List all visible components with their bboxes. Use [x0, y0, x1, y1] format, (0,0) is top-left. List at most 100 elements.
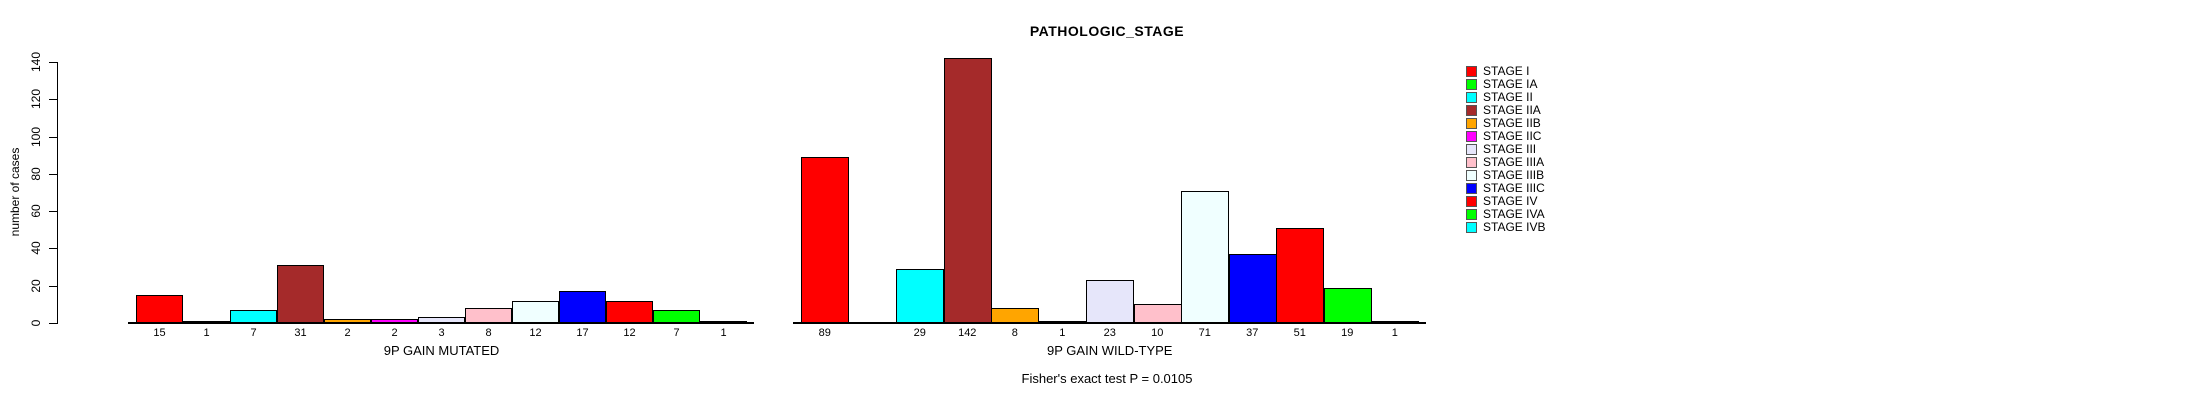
legend-swatch	[1466, 222, 1477, 233]
bar-value-label: 7	[250, 327, 257, 339]
legend-swatch	[1466, 209, 1477, 220]
bar-stage-iiia	[1134, 304, 1182, 323]
legend-item-label: STAGE IV	[1483, 194, 1538, 208]
legend-swatch	[1466, 118, 1477, 129]
bar-stage-iva	[653, 310, 700, 323]
legend-swatch	[1466, 196, 1477, 207]
bar-value-label: 7	[673, 327, 680, 339]
legend-swatch	[1466, 144, 1477, 155]
y-axis-tick	[49, 323, 57, 324]
bar-value-label: 2	[344, 327, 351, 339]
bar-stage-iic	[371, 319, 418, 323]
legend-item-label: STAGE II	[1483, 90, 1533, 104]
legend-item-label: STAGE IIB	[1483, 116, 1541, 130]
page-title: PATHOLOGIC_STAGE	[1029, 23, 1185, 39]
legend-swatch	[1466, 157, 1477, 168]
bar-value-label: 19	[1341, 327, 1354, 339]
legend-item-label: STAGE IA	[1483, 77, 1538, 91]
x-axis-group-label: 9P GAIN WILD-TYPE	[1047, 343, 1173, 358]
bar-stage-iiib	[512, 301, 559, 323]
bar-value-label: 1	[1391, 327, 1398, 339]
bar-stage-iiic	[1229, 254, 1277, 323]
legend-swatch	[1466, 79, 1477, 90]
bar-stage-iiia	[465, 308, 512, 323]
bar-stage-iic	[1039, 321, 1087, 323]
y-axis-tick-label: 0	[29, 319, 43, 327]
y-axis-tick	[49, 173, 57, 175]
y-axis-label: number of cases	[8, 147, 22, 237]
bar-stage-ii	[230, 310, 277, 323]
bar-value-label: 1	[1059, 327, 1066, 339]
legend-item-label: STAGE III	[1483, 142, 1537, 156]
x-axis-line	[793, 322, 1426, 324]
legend-item-label: STAGE IIIB	[1483, 168, 1545, 182]
legend-swatch	[1466, 92, 1477, 103]
bar-stage-i	[801, 157, 849, 323]
y-axis-tick	[49, 248, 57, 250]
bar-stage-iv	[606, 301, 653, 323]
bar-stage-iia	[277, 265, 324, 323]
y-axis-line	[57, 62, 58, 324]
bar-value-label: 10	[1151, 327, 1164, 339]
y-axis-tick-label: 140	[29, 51, 43, 73]
legend-swatch	[1466, 170, 1477, 181]
bar-stage-iiic	[559, 291, 606, 323]
legend-item-label: STAGE IIIC	[1483, 181, 1545, 195]
bar-value-label: 12	[529, 327, 542, 339]
bar-stage-iii	[1086, 280, 1134, 323]
bar-stage-iib	[324, 319, 371, 323]
legend-swatch	[1466, 66, 1477, 77]
y-axis-tick	[49, 136, 57, 138]
legend-swatch	[1466, 105, 1477, 116]
y-axis-tick-label: 20	[29, 279, 43, 293]
y-axis-tick-label: 100	[29, 126, 43, 147]
bar-value-label: 51	[1293, 327, 1306, 339]
bar-value-label: 142	[958, 327, 977, 339]
y-axis-tick	[49, 99, 57, 101]
bar-stage-iia	[944, 58, 992, 323]
y-axis-tick-label: 60	[29, 204, 43, 218]
legend-item-label: STAGE IIC	[1483, 129, 1542, 143]
bar-value-label: 17	[576, 327, 589, 339]
fisher-test-annotation: Fisher's exact test P = 0.0105	[1021, 371, 1193, 386]
legend-item-label: STAGE IVA	[1483, 207, 1545, 221]
y-axis-tick-label: 80	[29, 167, 43, 181]
bar-value-label: 89	[818, 327, 831, 339]
bar-value-label: 15	[153, 327, 166, 339]
bar-value-label: 1	[203, 327, 210, 339]
legend-item-label: STAGE IVB	[1483, 220, 1546, 234]
bar-stage-iva	[1324, 288, 1372, 323]
bar-stage-iiib	[1181, 191, 1229, 323]
y-axis-tick-label: 120	[29, 89, 43, 110]
bar-stage-i	[136, 295, 183, 323]
y-axis-tick	[49, 285, 57, 287]
bar-stage-iv	[1276, 228, 1324, 323]
bar-stage-iib	[991, 308, 1039, 323]
bar-value-label: 3	[438, 327, 445, 339]
bar-value-label: 12	[623, 327, 636, 339]
x-axis-line	[128, 322, 754, 324]
bar-value-label: 23	[1103, 327, 1116, 339]
bar-value-label: 29	[913, 327, 926, 339]
bar-value-label: 8	[485, 327, 492, 339]
bar-value-label: 71	[1198, 327, 1211, 339]
bar-stage-iii	[418, 317, 465, 323]
legend-item-label: STAGE IIA	[1483, 103, 1541, 117]
legend-swatch	[1466, 131, 1477, 142]
bar-value-label: 31	[294, 327, 307, 339]
legend-item-label: STAGE I	[1483, 64, 1530, 78]
legend-swatch	[1466, 183, 1477, 194]
legend-item-label: STAGE IIIA	[1483, 155, 1545, 169]
bar-stage-ivb	[1371, 321, 1419, 323]
y-axis-tick	[49, 211, 57, 213]
y-axis-tick-label: 40	[29, 241, 43, 256]
bar-stage-ivb	[700, 321, 747, 323]
bar-value-label: 2	[391, 327, 398, 339]
x-axis-group-label: 9P GAIN MUTATED	[383, 343, 500, 358]
bar-stage-ii	[896, 269, 944, 323]
bar-stage-ia	[183, 321, 230, 323]
bar-value-label: 8	[1011, 327, 1018, 339]
y-axis-tick	[49, 62, 57, 63]
bar-value-label: 37	[1246, 327, 1259, 339]
